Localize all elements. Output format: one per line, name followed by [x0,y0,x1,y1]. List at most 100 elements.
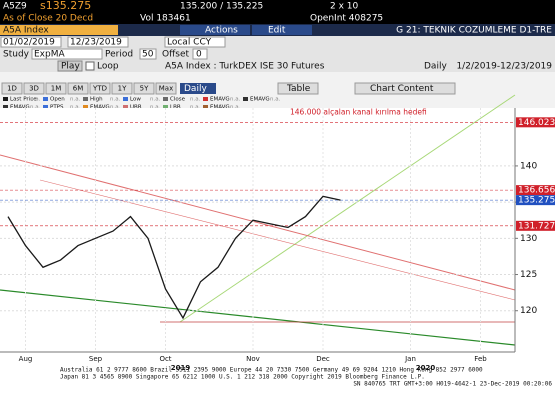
price-tag-label: 131.727 [518,221,555,231]
x-tick-label: Sep [89,355,103,363]
last-price: s135.275 [40,0,91,12]
offset-input[interactable] [192,48,208,60]
study-select[interactable] [31,48,103,60]
loop[interactable]: Loop [97,62,119,72]
legend-value: n.a. [230,97,241,103]
edit-button[interactable] [252,25,312,35]
x-tick-label: Aug [19,355,33,363]
security-input[interactable] [0,25,118,35]
y-tick-label: 120 [520,306,537,316]
legend-value: n.a. [30,105,41,111]
plot: 120125130135140AugSepOctNovDecJanFeb2019… [0,107,555,372]
edit[interactable]: Edit [268,26,286,36]
legend-value: n.a. [110,105,121,111]
footer-line: SN 840765 TRT GMT+3:00 H019-4642-1 23-De… [353,381,552,388]
price-tag-label: 135.275 [518,196,555,206]
legend-value: n.a. [190,105,201,111]
channel-line [0,154,516,291]
range-buttons: 1D 3D 1M 6M YTD 1Y 5Y Max [1,82,177,95]
actions[interactable]: Actions [205,26,238,36]
legend-value: n.a. [190,97,201,103]
legend-name: EMAVG [210,105,230,111]
legend-swatch [3,97,8,101]
range-label[interactable]: 1D [7,85,17,93]
legend-swatch [163,105,168,109]
loop-checkbox[interactable] [85,61,95,71]
actions-button[interactable] [180,25,250,35]
legend-swatch [43,105,48,109]
start-input[interactable] [0,36,62,48]
range-button[interactable] [89,82,111,95]
offset-label: Offset [162,50,190,60]
chart-content-button[interactable] [354,82,456,95]
legend-value: n.a. [70,105,81,111]
range-label[interactable]: 5Y [140,85,149,93]
legend-value: n.a. [270,97,281,103]
range-button[interactable] [45,82,67,95]
frequency-select[interactable] [180,83,216,94]
range-label[interactable]: 1M [51,85,62,93]
security[interactable]: A5A Index [3,26,49,36]
footer-line: Japan 81 3 4565 8900 Singapore 65 6212 1… [60,374,425,381]
range-label[interactable]: Max [159,85,173,93]
table-button[interactable] [277,82,319,95]
range-button[interactable] [23,82,45,95]
study[interactable]: ExpMA [34,50,65,60]
footer-line: Australia 61 2 9777 8600 Brazil 5511 239… [60,367,483,374]
support-line [0,289,516,346]
legend-name: EMAVG [90,105,110,111]
period[interactable]: 50 [142,50,154,60]
range-button[interactable] [1,82,23,95]
range-button[interactable] [133,82,155,95]
x-tick-label: Oct [159,355,171,363]
y-tick-label: 130 [520,234,537,244]
legend-swatch [243,97,248,101]
legend-swatch [83,105,88,109]
price-tag [516,117,555,128]
offset[interactable]: 0 [196,50,202,60]
range-button[interactable] [67,82,89,95]
range-button[interactable] [155,82,177,95]
price-tag-label: 136.656 [518,186,555,196]
range-label[interactable]: 1Y [118,85,127,93]
play[interactable]: Play [61,62,80,72]
bid-ask: 135.200 / 135.225 [180,2,263,12]
table[interactable]: Table [286,84,311,94]
date-range: 1/2/2019-12/23/2019 [456,62,552,72]
range-label[interactable]: 6M [73,85,84,93]
end-input[interactable] [67,36,129,48]
range-button[interactable] [111,82,133,95]
annotation: 146.000 alçalan kanal kırılma hedefi [290,107,427,116]
legend-value: n.a. [150,105,161,111]
y-tick-label: 140 [520,161,537,171]
ticker: A5Z9 [3,2,27,12]
currency[interactable]: Local CCY [167,38,212,48]
legend-value: n.a. [150,97,161,103]
study-label: Study [3,50,30,60]
legend-value: n.a. [30,97,41,103]
range-label[interactable]: YTD [92,85,107,93]
chart-content[interactable]: Chart Content [370,84,434,94]
legend-value: n.a. [70,97,81,103]
volume: Vol 183461 [140,14,191,24]
year-label: 2019 [171,364,191,372]
description: A5A Index : TurkDEX ISE 30 Futures [165,62,325,72]
start-date[interactable]: 01/02/2019 [3,38,55,48]
frequency-option[interactable]: Daily [184,84,207,94]
legend-name: UBB [130,105,142,111]
play-button[interactable] [57,60,83,72]
price-line [7,195,341,320]
end-date[interactable]: 12/23/2019 [70,38,122,48]
legend-swatch [203,97,208,101]
y-tick-label: 125 [520,270,537,280]
legend-name: EMAVG [210,97,230,103]
x-tick-label: Dec [316,355,330,363]
frequency: Daily [424,62,447,72]
price-tag-label: 146.023 [518,118,555,128]
range-label[interactable]: 3D [29,85,39,93]
currency-select[interactable] [164,36,226,48]
legend-name: EMAVG [250,97,270,103]
period-input[interactable] [139,48,157,60]
legend-name: Close [170,97,186,103]
size: 2 x 10 [330,2,359,12]
